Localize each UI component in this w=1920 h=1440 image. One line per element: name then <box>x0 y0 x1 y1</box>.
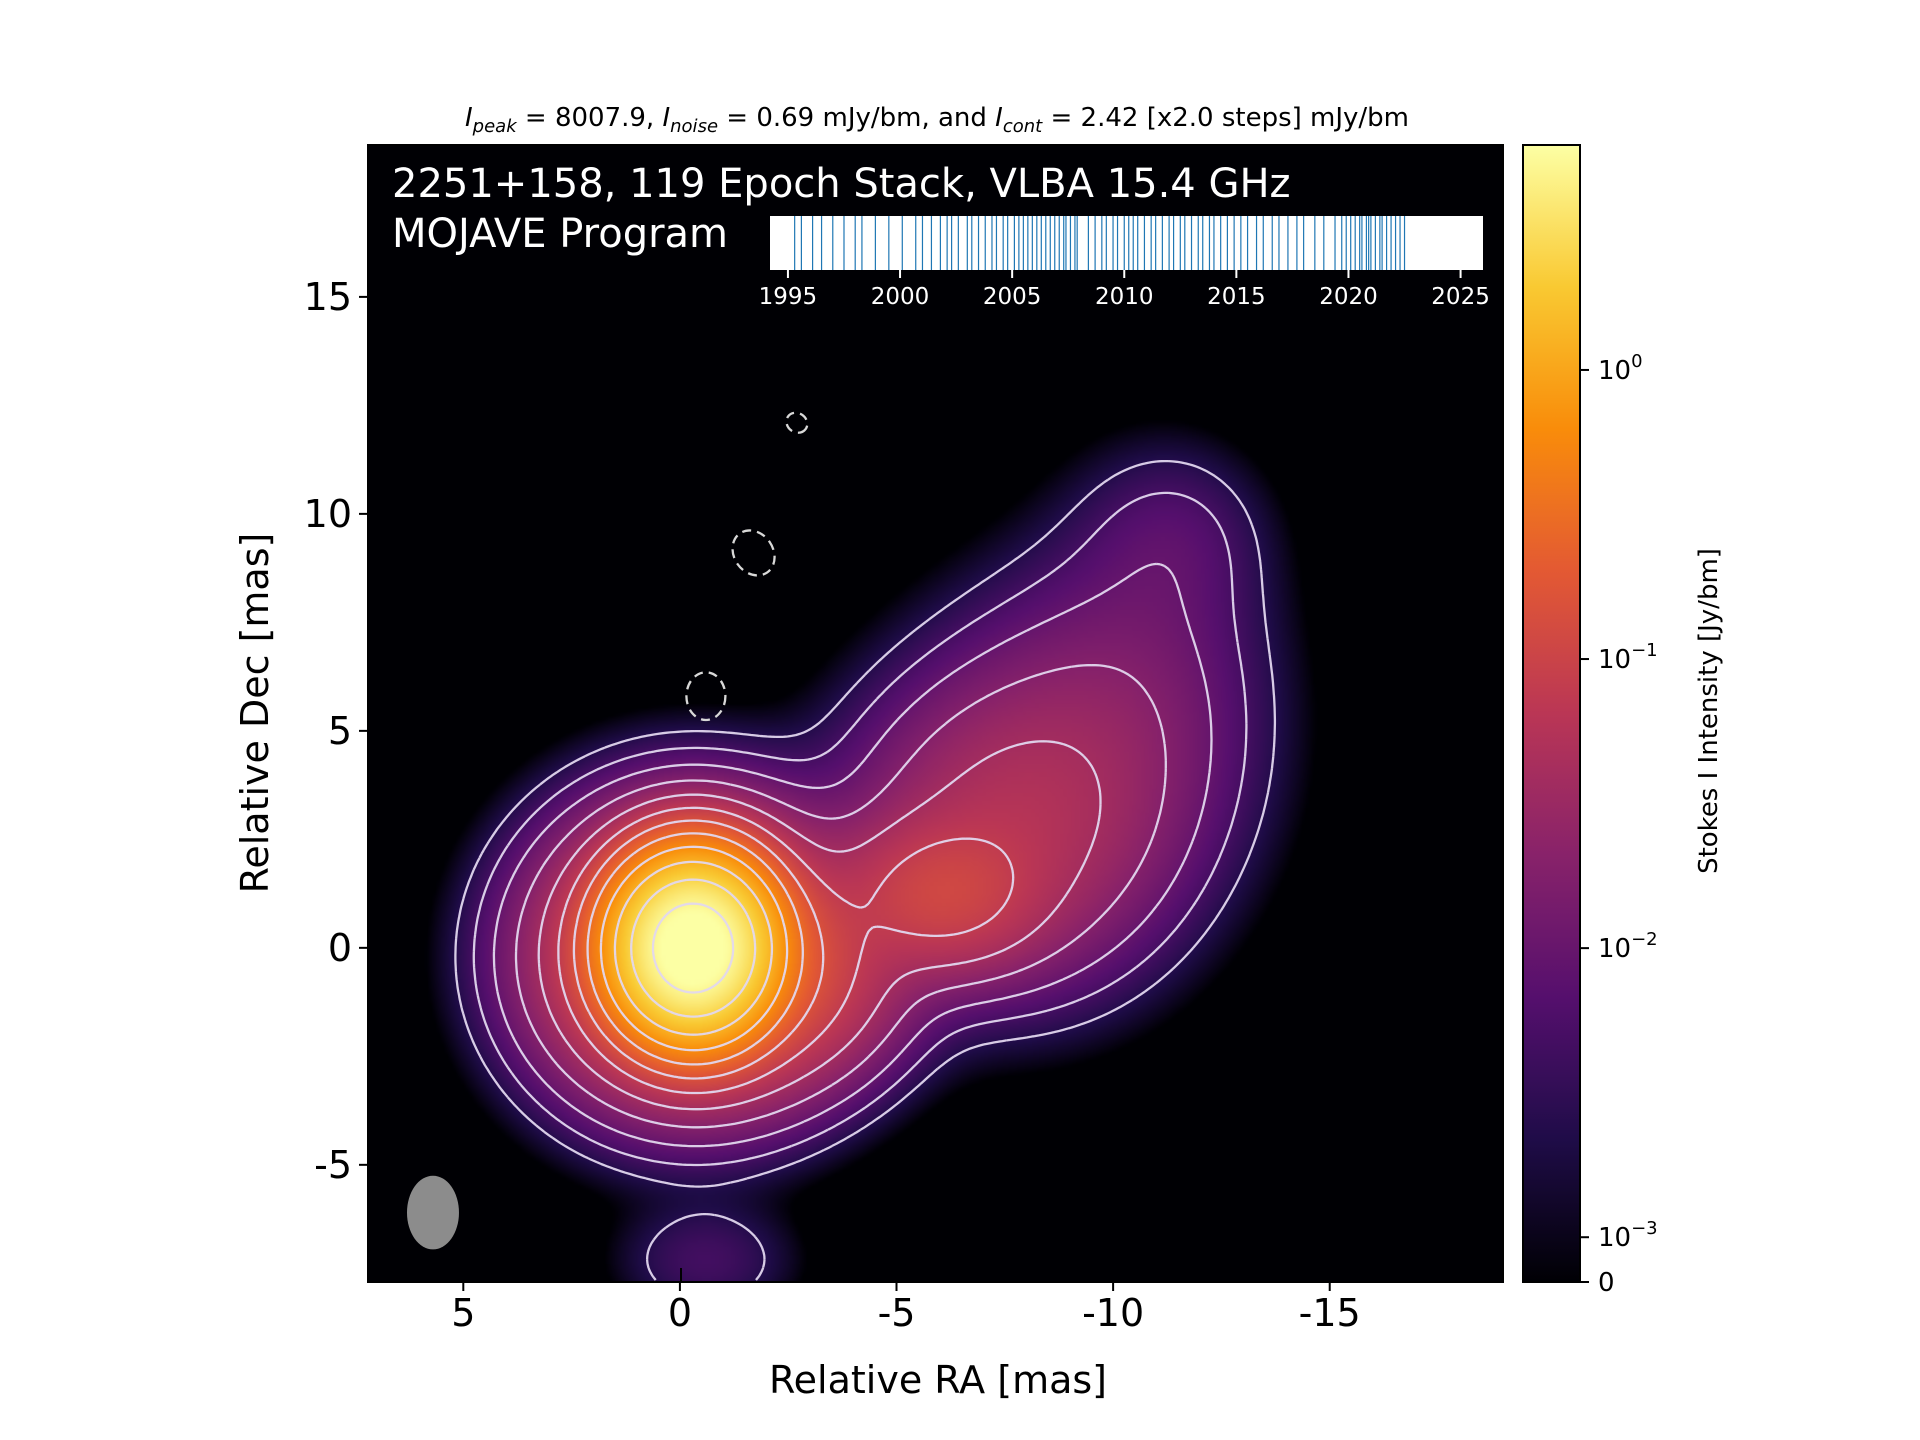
colorbar-gradient <box>1522 144 1581 1283</box>
contour-level-11 <box>651 902 735 994</box>
contour-level-1 <box>472 491 1248 1167</box>
timeline-tick-label: 2010 <box>1095 284 1154 310</box>
y-tick-label: 5 <box>328 709 352 753</box>
colorbar-tick-label: 10−1 <box>1598 640 1658 675</box>
colorbar: 0 10−3 10−2 10−1 100 Stokes I Intensity [Jy/… <box>1522 144 1724 1298</box>
source-annotation: 2251+158, 119 Epoch Stack, VLBA 15.4 GHz <box>392 161 1291 207</box>
contour-layer <box>454 459 1277 1281</box>
timeline-tick-label: 2000 <box>871 284 930 310</box>
map-frame <box>367 144 1504 1283</box>
contour-level-10 <box>630 878 757 1018</box>
contour-level-9 <box>613 860 774 1036</box>
negative-contour-0 <box>785 411 809 434</box>
colorbar-ticks: 0 10−3 10−2 10−1 100 <box>1580 351 1658 1298</box>
x-tick-label: 5 <box>451 1291 475 1335</box>
y-tick-label: 10 <box>304 492 352 536</box>
timeline-epochs <box>794 216 1406 270</box>
contour-level-6 <box>572 819 825 1080</box>
chart-title: Ipeak = 8007.9, Inoise = 0.69 mJy/bm, an… <box>465 103 1409 137</box>
intensity-image <box>368 145 1503 1282</box>
negative-contour-layer <box>685 411 809 722</box>
colorbar-tick-label: 10−2 <box>1598 929 1658 964</box>
colorbar-tick-label: 0 <box>1598 1268 1615 1298</box>
colorbar-tick-label: 10−3 <box>1598 1218 1658 1253</box>
x-axis-ticks: 5 0 -5 -10 -15 <box>451 1282 1361 1335</box>
negative-contour-1 <box>731 529 776 577</box>
timeline-tick-label: 1995 <box>759 284 818 310</box>
negative-contour-2 <box>685 671 727 722</box>
x-tick-label: -15 <box>1299 1291 1361 1335</box>
contour-level-2 <box>492 562 1213 1148</box>
x-tick-label: 0 <box>668 1291 692 1335</box>
epoch-timeline: 1995 2000 2005 2010 2015 2020 2025 <box>759 216 1490 310</box>
y-axis-label: Relative Dec [mas] <box>233 533 277 894</box>
timeline-tick-label: 2020 <box>1319 284 1378 310</box>
timeline-tick-label: 2025 <box>1431 284 1490 310</box>
timeline-box <box>770 216 1483 270</box>
contour-level-4 <box>537 740 1102 1111</box>
colorbar-tick-label: 100 <box>1598 351 1643 386</box>
y-tick-label: -5 <box>314 1143 352 1187</box>
y-axis-ticks: -5 0 5 10 15 <box>304 275 368 1187</box>
program-annotation: MOJAVE Program <box>392 211 728 257</box>
timeline-tick-label: 2005 <box>983 284 1042 310</box>
contour-level-3 <box>514 663 1167 1129</box>
contour-level-8 <box>599 845 789 1052</box>
contour-level-0 <box>454 459 1277 1281</box>
x-tick-label: -10 <box>1082 1291 1144 1335</box>
intensity-map: 2251+158, 119 Epoch Stack, VLBA 15.4 GHz… <box>367 144 1504 1283</box>
contour-level-5 <box>557 806 1015 1095</box>
y-tick-label: 0 <box>328 926 352 970</box>
x-tick-label: -5 <box>878 1291 916 1335</box>
y-tick-label: 15 <box>304 275 352 319</box>
timeline-ticks: 1995 2000 2005 2010 2015 2020 2025 <box>759 270 1490 310</box>
x-axis-label: Relative RA [mas] <box>769 1358 1107 1402</box>
contour-level-7 <box>586 832 804 1066</box>
beam-ellipse <box>406 1175 459 1250</box>
colorbar-label: Stokes I Intensity [Jy/bm] <box>1694 548 1724 874</box>
timeline-tick-label: 2015 <box>1207 284 1266 310</box>
